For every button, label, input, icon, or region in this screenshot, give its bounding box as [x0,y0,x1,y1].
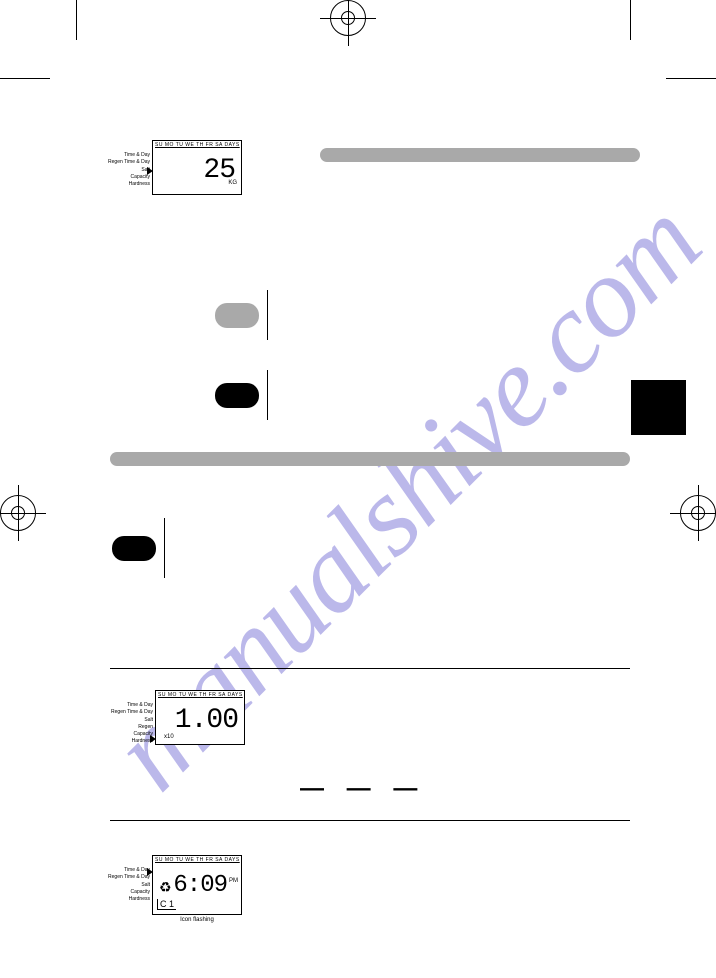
lcd-value: 6:09 [173,872,227,899]
lcd-label: Time & Day [108,867,150,874]
divider-vertical [267,370,268,420]
lcd-display-salt: Time & Day Regen Time & Day Salt Capacit… [152,140,242,195]
crop-mark [0,78,50,79]
lcd-pointer-icon [147,167,153,175]
lcd-value: 1.00 [175,705,238,736]
placeholder-dashes: — — — [300,775,425,803]
page-section-tab [631,380,686,435]
lcd-screen: SU MO TU WE TH FR SA DAYS ♻ 6:09 PM C 1 [152,855,242,915]
lcd-display-hardness: Time & Day Regen Time & Day Salt Regen C… [155,690,245,745]
lcd-day-header: SU MO TU WE TH FR SA DAYS [156,691,244,699]
divider-vertical [267,290,268,340]
lcd-label: Capacity [108,889,150,896]
callout-black [112,518,169,578]
lcd-label: Regen Time & Day [111,709,153,716]
lcd-label: Time & Day [108,152,150,159]
lcd-day-header: SU MO TU WE TH FR SA DAYS [153,856,241,864]
lcd-label: Salt [108,882,150,889]
lcd-label: Hardness [108,896,150,903]
lcd-label: Capacity [108,174,150,181]
section-heading-bar [320,148,640,162]
lcd-day-header: SU MO TU WE TH FR SA DAYS [153,141,241,149]
recycle-icon: ♻ [159,880,172,894]
lcd-pointer-icon [147,868,153,876]
lcd-row-labels: Time & Day Regen Time & Day Salt Capacit… [108,152,152,188]
lcd-display-regen-cycle: Time & Day Regen Time & Day Salt Capacit… [152,855,242,923]
pill-icon [215,303,259,328]
callout-black [215,370,272,420]
lcd-label: Regen Time & Day [108,874,150,881]
lcd-screen: SU MO TU WE TH FR SA DAYS 25 KG [152,140,242,195]
lcd-screen: SU MO TU WE TH FR SA DAYS 1.00 x10 [155,690,245,745]
lcd-ampm: PM [229,878,238,884]
pill-icon [112,536,156,561]
divider-horizontal [110,668,630,669]
lcd-row-labels: Time & Day Regen Time & Day Salt Capacit… [108,867,152,903]
section-heading-bar [110,452,630,466]
lcd-unit-label: KG [228,180,237,186]
lcd-label: Time & Day [111,702,153,709]
crop-mark [630,0,631,40]
pill-icon [215,383,259,408]
lcd-label: Hardness [111,738,153,745]
lcd-label: Capacity [111,731,153,738]
lcd-pointer-icon [150,735,156,743]
crop-mark [666,78,716,79]
lcd-label: Salt [111,717,153,724]
lcd-cycle-indicator: C 1 [157,899,176,910]
crop-mark [76,0,77,40]
divider-vertical [164,518,165,578]
lcd-caption: Icon flashing [152,917,242,923]
lcd-label: Hardness [108,181,150,188]
lcd-label: Regen Time & Day [108,159,150,166]
lcd-label: Salt [108,167,150,174]
divider-horizontal [110,820,630,821]
callout-grey [215,290,272,340]
lcd-row-labels: Time & Day Regen Time & Day Salt Regen C… [111,702,155,746]
lcd-multiplier: x10 [164,734,174,740]
lcd-label: Regen [111,724,153,731]
